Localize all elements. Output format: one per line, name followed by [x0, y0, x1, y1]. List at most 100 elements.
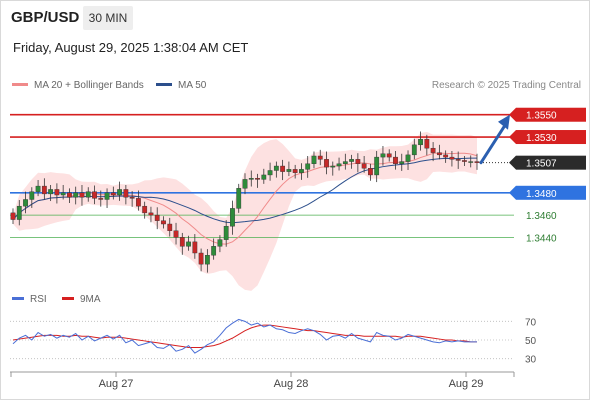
legend-label: RSI	[30, 294, 47, 305]
rsi-level-label: 70	[525, 317, 537, 328]
candle-body	[455, 159, 461, 161]
candle-body	[148, 212, 154, 216]
rsi-level-label: 30	[525, 355, 537, 366]
candle-body	[311, 155, 317, 164]
candle-body	[386, 153, 392, 158]
candle-body	[399, 161, 405, 164]
candle-body	[204, 255, 210, 265]
candle-body	[418, 139, 423, 146]
legend-ma50: MA 50	[156, 80, 206, 91]
datetime-label: Friday, August 29, 2025 1:38:04 AM CET	[13, 40, 249, 55]
x-axis-tick-label: Aug 28	[274, 378, 309, 390]
candle-body	[317, 155, 323, 160]
legend-swatch	[62, 296, 74, 300]
candle-body	[299, 169, 304, 173]
candle-body	[186, 241, 191, 247]
forecast-arrow-head	[498, 114, 510, 130]
candle-body	[117, 189, 122, 196]
candle-body	[267, 170, 273, 176]
timeframe-badge[interactable]: 30 MIN	[83, 6, 133, 30]
candle-body	[242, 179, 248, 189]
candle-body	[368, 168, 373, 176]
candle-body	[330, 165, 336, 168]
candle-body	[217, 239, 223, 247]
candle-body	[424, 139, 430, 149]
candle-body	[355, 159, 361, 164]
candle-body	[342, 161, 348, 164]
legend-label: 9MA	[80, 294, 101, 305]
legend-label: MA 50	[178, 80, 207, 91]
candle-body	[443, 154, 449, 158]
current-price-tag	[516, 155, 586, 170]
candle-body	[60, 192, 66, 196]
candle-body	[23, 199, 28, 207]
candle-body	[324, 159, 329, 168]
candle-body	[248, 178, 254, 180]
candle-body	[468, 161, 474, 163]
legend-ma20-bb: MA 20 + Bollinger Bands	[12, 80, 144, 91]
candle-body	[305, 163, 311, 170]
candle-body	[67, 192, 72, 198]
candle-body	[336, 163, 342, 167]
rsi-level-label: 50	[525, 336, 537, 347]
candle-body	[29, 191, 35, 200]
legend-9ma: 9MA	[62, 294, 101, 305]
candle-body	[374, 156, 380, 176]
candle-body	[411, 144, 417, 156]
candle-body	[192, 241, 198, 254]
candle-body	[179, 237, 185, 247]
candle-body	[154, 214, 160, 221]
candle-body	[430, 147, 436, 153]
candle-body	[255, 178, 260, 180]
level-label-support: 1.3460	[526, 211, 557, 222]
candle-body	[98, 198, 104, 200]
candle-body	[136, 198, 141, 207]
candle-body	[393, 156, 398, 164]
candle-body	[161, 220, 166, 225]
candle-body	[10, 212, 16, 220]
rsi-9ma-line	[12, 324, 477, 348]
candle-body	[167, 223, 173, 231]
candle-body	[261, 174, 267, 180]
candle-body	[273, 165, 279, 171]
x-axis-tick-label: Aug 29	[449, 378, 484, 390]
legend-rsi: RSI	[12, 294, 47, 305]
legend-swatch	[156, 82, 172, 86]
level-label-resistance: 1.3530	[526, 133, 557, 144]
forecast-arrow-shaft	[479, 122, 508, 165]
current-price-label: 1.3507	[526, 159, 557, 170]
rsi-line	[12, 318, 477, 354]
level-label-pivot: 1.3480	[526, 189, 557, 200]
level-tag-arrow	[509, 185, 516, 200]
candle-body	[54, 189, 60, 196]
candle-body	[110, 192, 116, 196]
candle-body	[211, 246, 217, 256]
candle-body	[474, 161, 480, 163]
level-tag-arrow	[509, 107, 516, 122]
candle-body	[230, 208, 235, 227]
legend-swatch	[12, 296, 24, 300]
candle-body	[380, 153, 386, 158]
candle-body	[85, 191, 91, 198]
candle-body	[79, 192, 85, 198]
candle-body	[142, 205, 148, 214]
level-label-resistance: 1.3550	[526, 111, 557, 122]
candle-body	[349, 159, 354, 162]
x-axis-tick-label: Aug 27	[99, 378, 134, 390]
candle-body	[92, 191, 97, 199]
current-price-tag-arrow	[509, 155, 516, 170]
symbol-title: GBP/USD	[11, 9, 80, 26]
candle-body	[198, 252, 204, 265]
candle-body	[16, 205, 22, 220]
candle-body	[223, 226, 229, 240]
candle-body	[48, 189, 54, 195]
level-tag-arrow	[509, 130, 516, 145]
candle-body	[280, 165, 286, 172]
candle-body	[73, 192, 79, 198]
legend-swatch	[12, 82, 28, 86]
level-tag-resistance	[516, 130, 586, 145]
candle-body	[104, 192, 110, 200]
level-label-support: 1.3440	[526, 233, 557, 244]
candle-body	[436, 152, 442, 156]
